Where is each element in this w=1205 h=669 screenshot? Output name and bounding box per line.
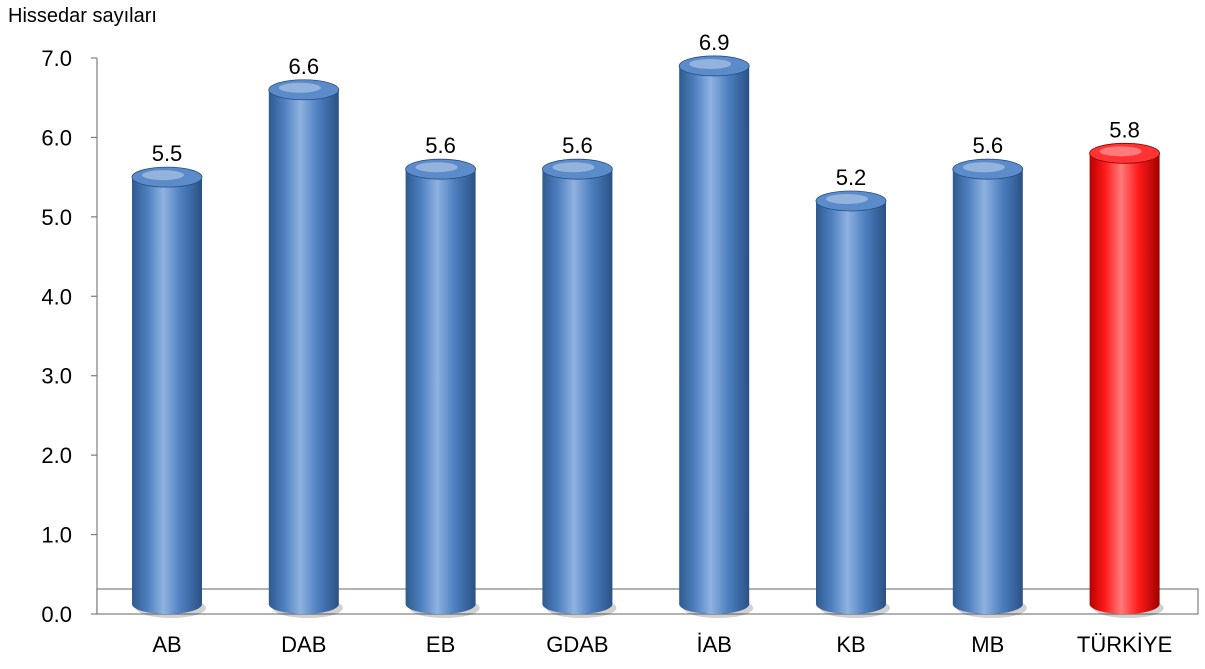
y-tick-label: 2.0 [41, 443, 72, 468]
bar-base [952, 594, 1023, 614]
y-tick-label: 0.0 [41, 602, 72, 627]
data-label: 5.2 [836, 165, 867, 190]
bar-cap-highlight [552, 162, 595, 173]
bar-base [816, 594, 886, 614]
y-axis: 0.0 1.0 2.0 3.0 4.0 5.0 6.0 7.0 [41, 46, 98, 627]
bar-body [952, 169, 1023, 604]
x-axis-categories: AB DAB EB GDAB İAB KB MB TÜRKİYE [152, 632, 1172, 657]
x-category-label: GDAB [546, 632, 608, 657]
y-axis-label: Hissedar sayıları [8, 5, 157, 27]
x-category-label: İAB [696, 632, 731, 657]
bar-cap-highlight [689, 58, 732, 69]
bar-ab [131, 166, 206, 618]
bar-i̇ab [678, 55, 754, 618]
bar-cap [542, 158, 613, 180]
bar-cap-highlight [142, 170, 184, 181]
bars [131, 55, 1164, 618]
bar-body [405, 169, 476, 604]
y-tick-label: 5.0 [41, 205, 72, 230]
bar-dab [268, 79, 343, 618]
bar-body [679, 65, 750, 604]
bar-cap-highlight [415, 162, 458, 173]
bar-base [679, 594, 750, 614]
x-category-label: TÜRKİYE [1077, 632, 1172, 657]
data-label: 5.6 [973, 133, 1004, 158]
x-category-label: EB [426, 632, 455, 657]
bar-eb [405, 158, 480, 618]
bar-base [542, 594, 613, 614]
bar-mb [952, 158, 1027, 618]
bar-body [1089, 153, 1160, 605]
data-label: 6.6 [289, 54, 320, 79]
y-tick-label: 4.0 [41, 284, 72, 309]
bar-türki̇ye [1089, 142, 1164, 618]
bar-cap [952, 158, 1024, 180]
data-label: 5.5 [152, 141, 183, 166]
y-tick-label: 1.0 [41, 523, 72, 548]
bar-cap [815, 190, 887, 212]
bar-body [132, 177, 202, 604]
x-category-label: MB [971, 632, 1004, 657]
bar-body [816, 200, 886, 604]
data-labels: 5.5 6.6 5.6 5.6 6.9 5.2 5.6 5.8 [152, 30, 1140, 190]
bar-cap [268, 79, 340, 101]
bar-cap [405, 158, 477, 180]
y-tick-label: 3.0 [41, 364, 72, 389]
bar-gdab [542, 158, 617, 618]
y-tick-label: 7.0 [41, 46, 72, 71]
bar-base [268, 594, 339, 614]
data-label: 5.8 [1109, 117, 1140, 142]
chart-floor [96, 588, 1199, 615]
bar-cap [131, 166, 203, 188]
x-category-label: AB [152, 632, 181, 657]
bar-base [132, 594, 202, 614]
floor-panel [96, 588, 1199, 615]
data-label: 6.9 [699, 30, 730, 55]
bar-cap-highlight [1099, 146, 1142, 157]
x-category-label: KB [836, 632, 865, 657]
bar-cap-highlight [278, 82, 321, 93]
x-category-label: DAB [281, 632, 326, 657]
bar-cap-highlight [962, 162, 1005, 173]
bar-cap-highlight [826, 193, 868, 204]
bar-cap [678, 55, 750, 77]
y-tick-label: 6.0 [41, 125, 72, 150]
bar-kb [815, 190, 890, 618]
bar-body [542, 169, 613, 604]
data-label: 5.6 [425, 133, 456, 158]
bar-base [405, 594, 476, 614]
data-label: 5.6 [562, 133, 593, 158]
bar-cap [1089, 142, 1160, 164]
bar-body [268, 89, 339, 605]
bar-base [1089, 594, 1160, 614]
